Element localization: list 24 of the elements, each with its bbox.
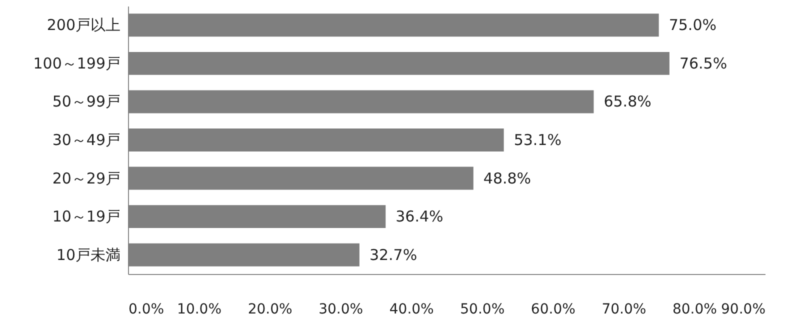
x-tick-label: 20.0% xyxy=(248,302,292,318)
x-tick-label: 60.0% xyxy=(530,302,576,318)
x-tick-label: 0.0% xyxy=(128,302,164,318)
data-label: 48.8% xyxy=(483,169,532,188)
x-tick-label: 50.0% xyxy=(460,302,505,318)
y-tick-label: 200戸以上 xyxy=(46,16,120,34)
x-tick-label: 70.0% xyxy=(602,302,646,318)
x-tick-label: 80.0% xyxy=(672,302,717,318)
data-label: 75.0% xyxy=(668,16,716,34)
x-tick-label: 10.0% xyxy=(177,302,222,318)
data-label: 32.7% xyxy=(369,246,418,264)
x-tick-label: 40.0% xyxy=(389,302,434,318)
y-tick-label: 50～99戸 xyxy=(52,92,120,111)
y-tick-label: 10戸未満 xyxy=(56,246,120,264)
x-tick-label: 30.0% xyxy=(318,302,364,318)
y-tick-label: 100～199戸 xyxy=(33,54,120,72)
data-label: 53.1% xyxy=(514,131,562,149)
data-label: 36.4% xyxy=(396,208,444,226)
y-tick-label: 10～19戸 xyxy=(52,208,120,226)
x-tick-label: 90.0% xyxy=(721,302,766,318)
data-label: 76.5% xyxy=(679,54,728,72)
y-tick-label: 20～29戸 xyxy=(52,169,120,188)
y-tick-label: 30～49戸 xyxy=(52,131,120,149)
data-label: 65.8% xyxy=(604,92,652,111)
